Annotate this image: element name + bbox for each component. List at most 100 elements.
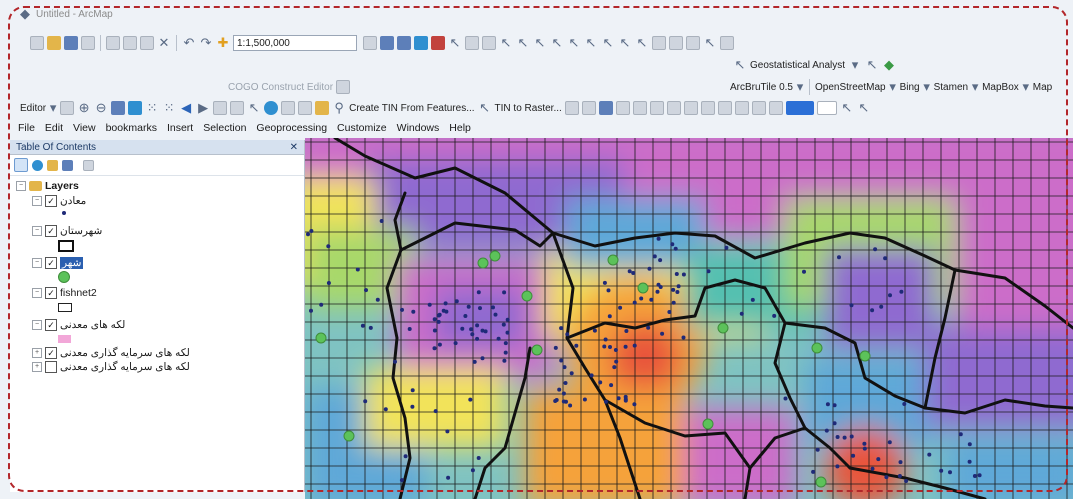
toolbar-tool-icon[interactable] [669, 36, 683, 50]
chevron-down-icon[interactable]: ▾ [49, 100, 57, 115]
select-tool-icon[interactable]: ↖ [636, 35, 648, 50]
sketch-tool-icon[interactable]: ↖ [858, 100, 870, 115]
fixed-zoom-in-icon[interactable]: ⁙ [146, 100, 158, 115]
color-field[interactable] [816, 101, 837, 115]
menu-customize[interactable]: Customize [337, 122, 387, 134]
chevron-down-icon[interactable]: ▾ [971, 79, 979, 94]
list-by-visibility-icon[interactable] [47, 159, 58, 171]
select-features-icon[interactable] [213, 101, 228, 115]
map-scale-dropdown[interactable]: 1:1,500,000 [233, 35, 357, 51]
layer-visibility-checkbox[interactable]: ✓ [45, 195, 57, 207]
editor-toolbar-icon[interactable] [363, 36, 377, 50]
menu-view[interactable]: View [73, 122, 96, 134]
select-tool-icon[interactable]: ↖ [534, 35, 546, 50]
3d-tool-icon[interactable] [700, 101, 715, 115]
geostat-tool-icon[interactable]: ↖ [734, 57, 746, 72]
list-by-drawing-order-icon[interactable] [14, 158, 28, 172]
layer-visibility-checkbox[interactable]: ✓ [45, 347, 57, 359]
menu-windows[interactable]: Windows [396, 122, 440, 134]
cogo-tool-icon[interactable] [336, 80, 351, 94]
3d-tool-icon[interactable] [717, 101, 732, 115]
layer-visibility-checkbox[interactable]: ✓ [45, 319, 57, 331]
list-by-selection-icon[interactable] [62, 159, 73, 171]
layer-visibility-checkbox[interactable]: ✓ [45, 225, 57, 237]
toc-layer-item[interactable]: + لکه های سرمایه گذاری معدنی [32, 360, 190, 374]
3d-tool-icon[interactable] [666, 101, 681, 115]
edit-tool-icon[interactable] [60, 101, 75, 115]
layer-label[interactable]: لکه های سرمایه گذاری معدنی [60, 347, 190, 359]
identify-icon[interactable] [264, 101, 279, 115]
toolbar-tool-icon[interactable] [652, 36, 666, 50]
3d-tool-icon[interactable] [683, 101, 698, 115]
open-folder-icon[interactable] [47, 36, 61, 50]
3d-tool-icon[interactable] [751, 101, 766, 115]
collapse-icon[interactable]: − [32, 320, 42, 330]
delete-icon[interactable]: ✕ [158, 35, 170, 50]
select-tool-icon[interactable]: ↖ [551, 35, 563, 50]
layer-label-selected[interactable]: شهر [60, 257, 84, 269]
toc-layer-item[interactable]: − ✓ fishnet2 [32, 286, 97, 300]
toolbar-tool-icon[interactable] [686, 36, 700, 50]
menu-edit[interactable]: Edit [44, 122, 64, 134]
toc-options-icon[interactable] [83, 159, 94, 171]
expand-icon[interactable]: + [32, 348, 42, 358]
python-window-icon[interactable]: ↖ [449, 35, 461, 50]
pan-icon[interactable] [111, 101, 126, 115]
measure-icon[interactable] [315, 101, 330, 115]
zoom-in-icon[interactable]: ⊕ [78, 100, 90, 115]
menu-help[interactable]: Help [449, 122, 471, 134]
chevron-down-icon[interactable]: ▾ [796, 79, 804, 94]
cogo-toolbar-label[interactable]: COGO Construct Editor [228, 81, 334, 93]
fixed-zoom-out-icon[interactable]: ⁙ [163, 100, 175, 115]
geostatistical-analyst-menu[interactable]: Geostatistical Analyst [750, 59, 846, 71]
select-tool-icon[interactable]: ↖ [517, 35, 529, 50]
chevron-down-icon[interactable]: ▾ [889, 79, 896, 94]
layer-visibility-checkbox[interactable] [45, 361, 57, 373]
new-document-icon[interactable] [30, 36, 44, 50]
layer-visibility-checkbox[interactable]: ✓ [45, 257, 57, 269]
pointer-icon[interactable]: ↖ [248, 100, 260, 115]
select-tool-icon[interactable]: ↖ [602, 35, 614, 50]
clear-selection-icon[interactable] [230, 101, 245, 115]
map-display[interactable] [305, 138, 1073, 499]
redo-icon[interactable]: ↷ [200, 35, 212, 50]
select-tool-icon[interactable]: ↖ [619, 35, 631, 50]
geostat-tool-icon[interactable]: ↖ [866, 57, 878, 72]
3d-tool-icon[interactable] [564, 101, 579, 115]
layer-label[interactable]: معادن [60, 195, 87, 207]
search-window-icon[interactable] [414, 36, 428, 50]
basemap-item-arcbrutile[interactable]: ArcBruTile 0.5 [730, 81, 793, 93]
select-tool-icon[interactable]: ↖ [704, 35, 716, 50]
tin-tool-icon[interactable]: ↖ [479, 100, 490, 115]
collapse-icon[interactable]: − [32, 288, 42, 298]
sketch-tool-icon[interactable]: ↖ [841, 100, 853, 115]
toc-layer-item[interactable]: − ✓ شهرستان [32, 224, 102, 238]
cut-icon[interactable] [106, 36, 120, 50]
toc-layer-item[interactable]: − ✓ لکه های معدنی [32, 318, 125, 332]
toolbar-tool-icon[interactable] [482, 36, 496, 50]
add-data-icon[interactable]: ✚ [217, 35, 229, 50]
select-tool-icon[interactable]: ↖ [568, 35, 580, 50]
toc-layer-item[interactable]: − ✓ معادن [32, 194, 86, 208]
copy-icon[interactable] [123, 36, 137, 50]
full-extent-icon[interactable] [128, 101, 143, 115]
basemap-item-openstreetmap[interactable]: OpenStreetMap [814, 81, 886, 93]
forward-extent-icon[interactable]: ▶ [198, 100, 209, 115]
catalog-window-icon[interactable] [397, 36, 411, 50]
chevron-down-icon[interactable]: ▾ [851, 57, 859, 72]
map-canvas[interactable] [305, 138, 1073, 499]
3d-tool-icon[interactable] [649, 101, 664, 115]
3d-tool-icon[interactable] [598, 101, 613, 115]
layer-visibility-checkbox[interactable]: ✓ [45, 287, 57, 299]
layer-label[interactable]: شهرستان [60, 225, 103, 237]
3d-tool-icon[interactable] [734, 101, 749, 115]
collapse-icon[interactable]: − [32, 258, 42, 268]
basemap-item-map[interactable]: Map [1032, 81, 1053, 93]
table-of-contents-icon[interactable] [380, 36, 394, 50]
toolbar-tool-icon[interactable] [720, 36, 734, 50]
model-builder-icon[interactable] [465, 36, 479, 50]
layer-label[interactable]: لکه های معدنی [60, 319, 126, 331]
expand-icon[interactable]: + [32, 362, 42, 372]
back-extent-icon[interactable]: ◀ [181, 100, 192, 115]
list-by-source-icon[interactable] [32, 159, 43, 171]
